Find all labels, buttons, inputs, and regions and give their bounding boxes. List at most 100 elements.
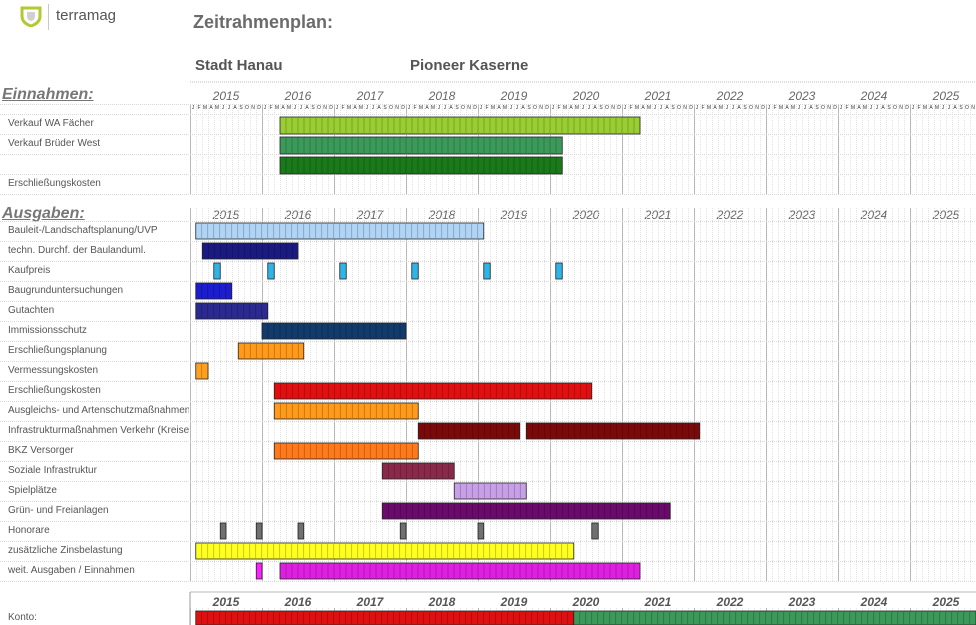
month-label: N xyxy=(611,105,615,111)
month-label: J xyxy=(912,105,915,111)
expense-row-label: Soziale Infrastruktur xyxy=(8,465,97,476)
month-label: J xyxy=(222,105,225,111)
month-label: F xyxy=(269,105,272,111)
year-label: 2022 xyxy=(716,208,744,222)
month-label: S xyxy=(743,105,747,111)
year-label: 2022 xyxy=(716,89,744,103)
income-row-label: Verkauf Brüder West xyxy=(8,138,101,149)
gantt-bar xyxy=(273,382,593,400)
expense-row-label: Kaufpreis xyxy=(8,265,51,276)
year-label: 2018 xyxy=(428,595,456,609)
month-label: D xyxy=(689,105,693,111)
month-label: S xyxy=(311,105,315,111)
month-label: J xyxy=(660,105,663,111)
expense-row-label: Erschließungsplanung xyxy=(8,345,107,356)
month-label: N xyxy=(467,105,471,111)
month-label: M xyxy=(779,105,783,111)
month-label: A xyxy=(713,105,717,111)
expense-row-label: Bauleit-/Landschaftsplanung/UVP xyxy=(8,225,158,236)
gantt-bar xyxy=(261,322,407,340)
month-label: A xyxy=(281,105,285,111)
income-row-label: Verkauf WA Fächer xyxy=(8,118,94,129)
gantt-bar xyxy=(279,116,641,135)
brand-name: terramag xyxy=(56,7,117,24)
year-label: 2018 xyxy=(428,89,456,103)
expense-row-label: Gutachten xyxy=(8,305,55,316)
month-label: O xyxy=(389,105,393,111)
month-label: M xyxy=(863,105,867,111)
month-label: D xyxy=(329,105,333,111)
month-label: J xyxy=(408,105,411,111)
expense-row-label: BKZ Versorger xyxy=(8,445,74,456)
expense-row-label: Infrastrukturmaßnahmen Verkehr (Kreisel) xyxy=(8,425,189,436)
project-label: Pioneer Kaserne xyxy=(410,57,529,74)
month-label: J xyxy=(582,105,585,111)
gantt-bar xyxy=(219,522,227,540)
year-label: 2024 xyxy=(860,595,888,609)
expense-row-label: Ausgleichs- und Artenschutzmaßnahmen xyxy=(8,405,189,416)
month-label: O xyxy=(821,105,825,111)
month-label: M xyxy=(791,105,795,111)
month-label: O xyxy=(245,105,249,111)
month-label: F xyxy=(773,105,776,111)
month-label: O xyxy=(893,105,897,111)
year-label: 2020 xyxy=(572,208,600,222)
month-label: M xyxy=(491,105,495,111)
month-label: J xyxy=(552,105,555,111)
city-label: Stadt Hanau xyxy=(195,57,283,74)
gantt-bar xyxy=(381,462,455,480)
month-label: M xyxy=(575,105,579,111)
month-label: A xyxy=(233,105,237,111)
month-label: F xyxy=(845,105,848,111)
year-label: 2020 xyxy=(572,89,600,103)
month-label: D xyxy=(617,105,621,111)
month-label: D xyxy=(473,105,477,111)
expense-row-label: Immissionsschutz xyxy=(8,325,87,336)
year-label: 2024 xyxy=(860,208,888,222)
year-label: 2022 xyxy=(716,595,744,609)
year-label: 2023 xyxy=(788,89,816,103)
year-label: 2017 xyxy=(356,595,385,609)
month-label: J xyxy=(192,105,195,111)
gantt-bar xyxy=(195,610,575,625)
gantt-bar xyxy=(453,482,527,500)
expense-heading: Ausgaben: xyxy=(2,205,85,222)
month-label: S xyxy=(599,105,603,111)
gantt-bar xyxy=(195,362,209,380)
month-label: A xyxy=(377,105,381,111)
month-label: M xyxy=(935,105,939,111)
month-label: O xyxy=(965,105,969,111)
month-label: D xyxy=(761,105,765,111)
expense-row-label: Honorare xyxy=(8,525,50,536)
month-label: J xyxy=(732,105,735,111)
year-label: 2019 xyxy=(500,595,528,609)
year-label: 2017 xyxy=(356,89,385,103)
month-label: M xyxy=(707,105,711,111)
month-label: S xyxy=(959,105,963,111)
month-label: J xyxy=(942,105,945,111)
gantt-bar xyxy=(417,422,521,440)
income-row-label: Erschließungskosten xyxy=(8,178,101,189)
gantt-bar xyxy=(195,302,269,320)
month-label: S xyxy=(455,105,459,111)
year-label: 2015 xyxy=(212,595,240,609)
month-label: J xyxy=(876,105,879,111)
month-label: M xyxy=(215,105,219,111)
month-label: M xyxy=(287,105,291,111)
month-label: J xyxy=(294,105,297,111)
month-label: A xyxy=(881,105,885,111)
year-label: 2015 xyxy=(212,208,240,222)
month-label: O xyxy=(317,105,321,111)
gantt-bar xyxy=(267,262,275,280)
month-label: M xyxy=(359,105,363,111)
year-label: 2020 xyxy=(572,595,600,609)
year-label: 2016 xyxy=(284,89,312,103)
expense-row-label: weit. Ausgaben / Einnahmen xyxy=(8,565,135,576)
month-label: S xyxy=(887,105,891,111)
expense-row-label: Grün- und Freianlagen xyxy=(8,505,109,516)
gantt-bar xyxy=(573,610,976,625)
year-label: 2021 xyxy=(644,208,672,222)
month-label: O xyxy=(461,105,465,111)
month-label: D xyxy=(257,105,261,111)
month-label: A xyxy=(425,105,429,111)
